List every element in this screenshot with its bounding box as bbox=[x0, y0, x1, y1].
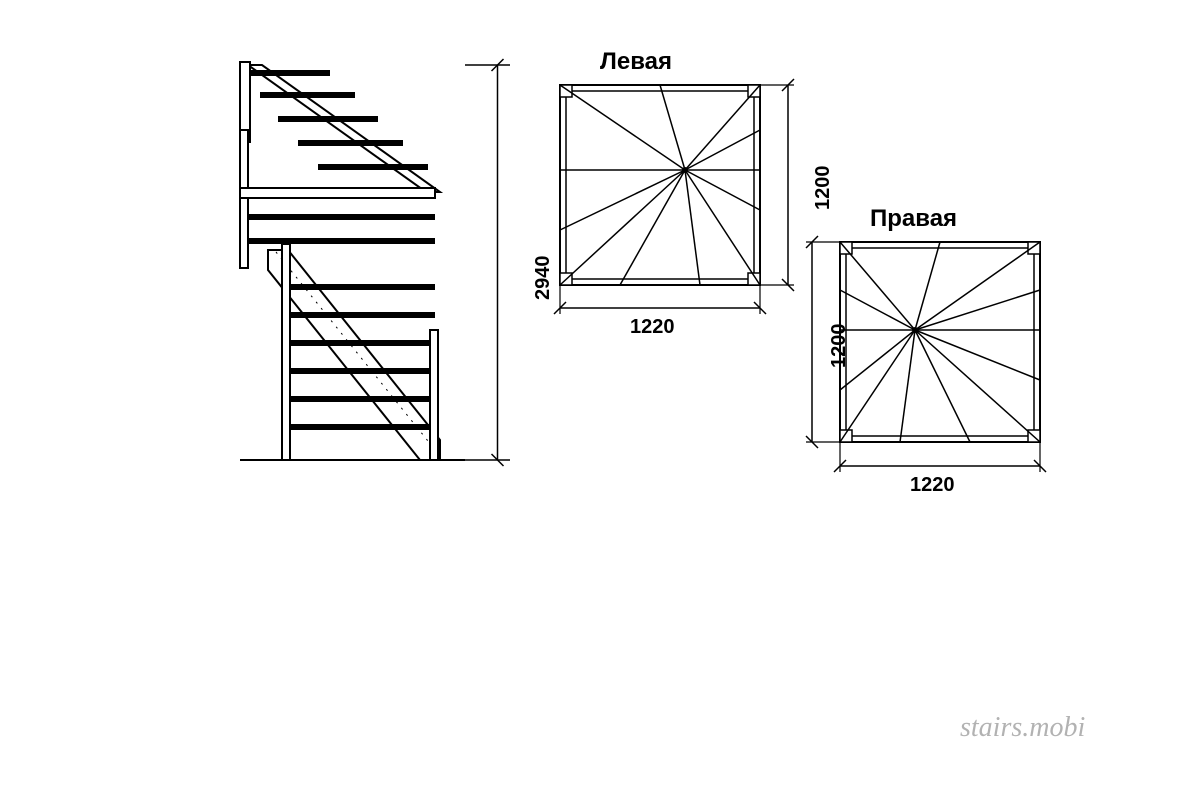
plan-right-title: Правая bbox=[870, 205, 957, 233]
diagram-stage: Левая 1220 1200 Правая 1220 1200 2940 st… bbox=[0, 0, 1200, 800]
elevation-height-dim: 2940 bbox=[532, 256, 555, 301]
watermark-text: stairs.mobi bbox=[960, 712, 1085, 744]
plan-right-view bbox=[0, 0, 1200, 800]
plan-right-height-dim: 1200 bbox=[828, 324, 851, 369]
plan-right-width-dim: 1220 bbox=[910, 474, 955, 497]
